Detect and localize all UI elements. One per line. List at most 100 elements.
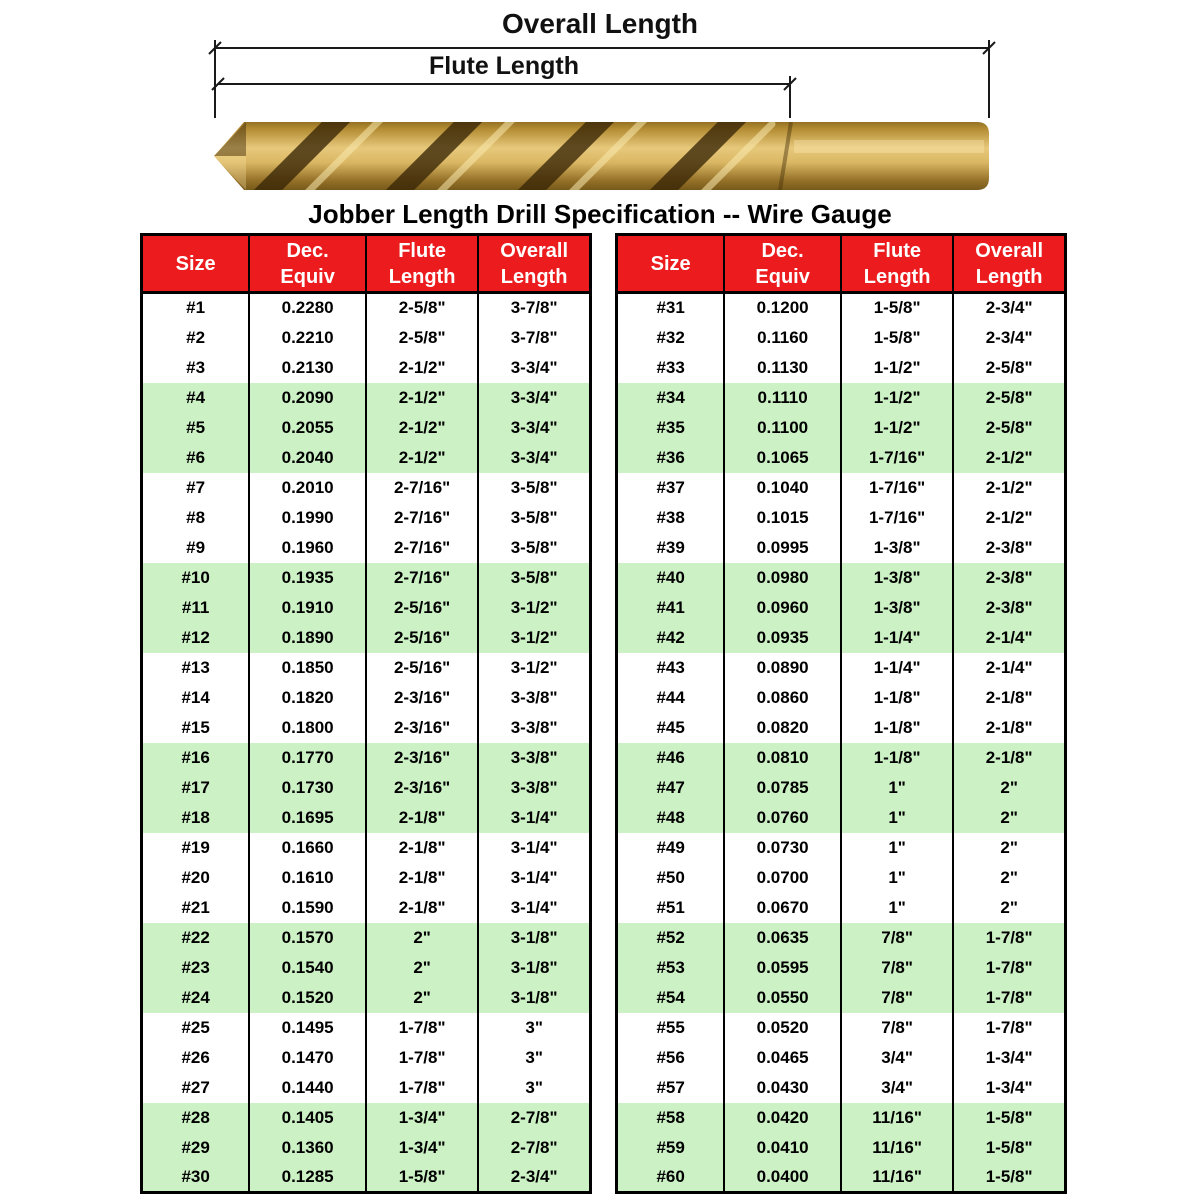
cell-dec-equiv: 0.0550: [723, 982, 841, 1013]
cell-size: #47: [616, 772, 725, 803]
cell-overall-length: 2-7/8": [477, 1102, 591, 1133]
cell-size: #28: [141, 1102, 250, 1133]
cell-size: #12: [141, 622, 250, 653]
cell-size: #29: [141, 1132, 250, 1163]
cell-size: #43: [616, 652, 725, 683]
table-row: #37 0.1040 1-7/16" 2-1/2": [616, 472, 1066, 503]
cell-dec-equiv: 0.0760: [723, 802, 841, 833]
cell-flute-length: 1-3/4": [364, 1132, 479, 1163]
cell-flute-length: 1": [839, 892, 954, 923]
table-row: #43 0.0890 1-1/4" 2-1/4": [616, 652, 1066, 683]
table-row: #7 0.2010 2-7/16" 3-5/8": [141, 472, 591, 503]
cell-flute-length: 2": [364, 952, 479, 983]
table-row: #56 0.0465 3/4" 1-3/4": [616, 1042, 1066, 1073]
cell-flute-length: 1": [839, 832, 954, 863]
cell-dec-equiv: 0.2055: [248, 412, 366, 443]
cell-overall-length: 2-3/4": [952, 292, 1066, 323]
cell-size: #25: [141, 1012, 250, 1043]
column-header: Dec. Equiv: [723, 234, 841, 294]
cell-dec-equiv: 0.1850: [248, 652, 366, 683]
table-row: #12 0.1890 2-5/16" 3-1/2": [141, 622, 591, 653]
table-row: #31 0.1200 1-5/8" 2-3/4": [616, 292, 1066, 323]
table-row: #42 0.0935 1-1/4" 2-1/4": [616, 622, 1066, 653]
cell-overall-length: 2": [952, 862, 1066, 893]
cell-dec-equiv: 0.2210: [248, 322, 366, 353]
cell-size: #21: [141, 892, 250, 923]
table-row: #50 0.0700 1" 2": [616, 862, 1066, 893]
table-row: #6 0.2040 2-1/2" 3-3/4": [141, 442, 591, 473]
cell-flute-length: 1-1/8": [839, 712, 954, 743]
cell-flute-length: 1-1/4": [839, 652, 954, 683]
cell-overall-length: 1-7/8": [952, 982, 1066, 1013]
cell-overall-length: 3-3/8": [477, 772, 591, 803]
cell-flute-length: 1-7/8": [364, 1012, 479, 1043]
cell-flute-length: 1-3/4": [364, 1102, 479, 1133]
cell-flute-length: 1-5/8": [364, 1162, 479, 1193]
cell-size: #4: [141, 382, 250, 413]
cell-overall-length: 2-3/8": [952, 592, 1066, 623]
cell-flute-length: 2-1/2": [364, 382, 479, 413]
table-row: #3 0.2130 2-1/2" 3-3/4": [141, 352, 591, 383]
spec-table-sizes-31-60: Size Dec. Equiv Flute Length Overall Length #3…: [615, 233, 1067, 1194]
table-row: #24 0.1520 2" 3-1/8": [141, 982, 591, 1013]
cell-dec-equiv: 0.1040: [723, 472, 841, 503]
cell-dec-equiv: 0.0465: [723, 1042, 841, 1073]
cell-overall-length: 1-5/8": [952, 1132, 1066, 1163]
cell-flute-length: 1-7/8": [364, 1042, 479, 1073]
table-row: #49 0.0730 1" 2": [616, 832, 1066, 863]
table-row: #58 0.0420 11/16" 1-5/8": [616, 1102, 1066, 1133]
cell-dec-equiv: 0.1660: [248, 832, 366, 863]
table-row: #29 0.1360 1-3/4" 2-7/8": [141, 1132, 591, 1163]
table-row: #1 0.2280 2-5/8" 3-7/8": [141, 292, 591, 323]
cell-overall-length: 3-1/2": [477, 592, 591, 623]
cell-size: #32: [616, 322, 725, 353]
cell-dec-equiv: 0.0980: [723, 562, 841, 593]
cell-size: #17: [141, 772, 250, 803]
cell-dec-equiv: 0.0635: [723, 922, 841, 953]
flute-length-label: Flute Length: [429, 52, 579, 80]
cell-overall-length: 2-3/4": [952, 322, 1066, 353]
table-row: #19 0.1660 2-1/8" 3-1/4": [141, 832, 591, 863]
cell-size: #46: [616, 742, 725, 773]
cell-size: #38: [616, 502, 725, 533]
cell-size: #3: [141, 352, 250, 383]
cell-dec-equiv: 0.1730: [248, 772, 366, 803]
cell-flute-length: 2-3/16": [364, 772, 479, 803]
cell-flute-length: 1-3/8": [839, 562, 954, 593]
table-row: #28 0.1405 1-3/4" 2-7/8": [141, 1102, 591, 1133]
dimension-lines: [214, 40, 990, 118]
spec-table-sizes-1-30: Size Dec. Equiv Flute Length Overall Length #1…: [140, 233, 592, 1194]
cell-size: #19: [141, 832, 250, 863]
cell-overall-length: 2-1/8": [952, 742, 1066, 773]
cell-overall-length: 3": [477, 1072, 591, 1103]
cell-dec-equiv: 0.0820: [723, 712, 841, 743]
cell-dec-equiv: 0.0400: [723, 1162, 841, 1193]
cell-flute-length: 2-5/8": [364, 322, 479, 353]
cell-flute-length: 2-7/16": [364, 532, 479, 563]
table-row: #54 0.0550 7/8" 1-7/8": [616, 982, 1066, 1013]
cell-flute-length: 2-1/8": [364, 862, 479, 893]
cell-size: #36: [616, 442, 725, 473]
cell-flute-length: 1": [839, 862, 954, 893]
cell-overall-length: 3": [477, 1042, 591, 1073]
cell-flute-length: 2-5/8": [364, 292, 479, 323]
cell-flute-length: 2-1/8": [364, 892, 479, 923]
cell-size: #20: [141, 862, 250, 893]
cell-flute-length: 1-1/2": [839, 412, 954, 443]
cell-dec-equiv: 0.2040: [248, 442, 366, 473]
cell-overall-length: 3-5/8": [477, 472, 591, 503]
table-row: #60 0.0400 11/16" 1-5/8": [616, 1162, 1066, 1193]
cell-overall-length: 3-1/4": [477, 832, 591, 863]
cell-flute-length: 1-5/8": [839, 292, 954, 323]
cell-overall-length: 2-1/4": [952, 622, 1066, 653]
cell-size: #31: [616, 292, 725, 323]
cell-flute-length: 2-5/16": [364, 652, 479, 683]
cell-dec-equiv: 0.2010: [248, 472, 366, 503]
table-row: #15 0.1800 2-3/16" 3-3/8": [141, 712, 591, 743]
cell-overall-length: 2": [952, 892, 1066, 923]
cell-dec-equiv: 0.1200: [723, 292, 841, 323]
cell-flute-length: 2-3/16": [364, 742, 479, 773]
column-header: Overall Length: [477, 234, 591, 294]
cell-size: #54: [616, 982, 725, 1013]
cell-overall-length: 3-3/8": [477, 682, 591, 713]
